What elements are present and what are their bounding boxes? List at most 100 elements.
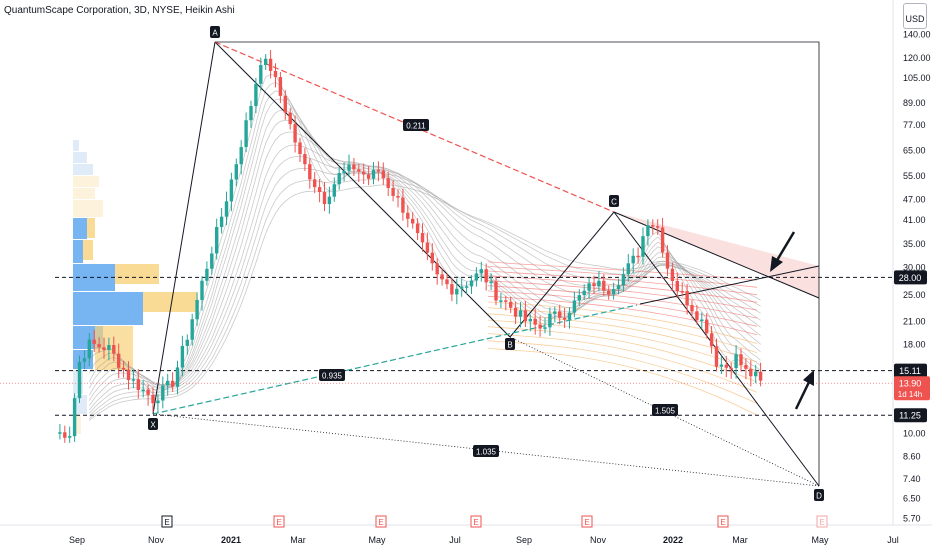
ribbon-line-colored: [487, 270, 758, 296]
candle-body: [543, 327, 547, 329]
candle-body: [151, 394, 155, 404]
candle-body: [77, 361, 82, 399]
candle-body: [180, 345, 185, 368]
price-tick-label: 18.00: [903, 340, 926, 350]
currency-badge[interactable]: ⁠ USD: [903, 3, 927, 29]
candle-body: [215, 226, 219, 254]
price-tick-label: 55.00: [903, 171, 926, 181]
candle-body: [87, 339, 91, 359]
price-tick-label: 120.00: [903, 53, 931, 63]
candle-body: [58, 432, 62, 434]
candle-body: [298, 142, 302, 155]
pattern-point-label: X: [150, 421, 156, 430]
pattern-leg-xa: [152, 41, 216, 415]
ribbon-line-colored: [487, 285, 758, 319]
price-tick-label: 30.00: [903, 262, 926, 272]
ribbon-line: [88, 90, 761, 389]
xabcd-pattern: [0, 41, 893, 487]
candle-body: [97, 344, 101, 348]
candle-body: [445, 279, 449, 285]
earnings-marker: [161, 515, 173, 528]
candle-body: [567, 312, 572, 320]
candle-body: [572, 300, 577, 313]
pattern-point-label: D: [816, 492, 822, 501]
candle-body: [504, 300, 508, 302]
candle-body: [391, 187, 395, 196]
ribbon-line: [88, 119, 761, 401]
candle-body: [670, 268, 675, 282]
candle-body: [616, 285, 621, 290]
price-axis[interactable]: 140.00 120.00 105.00 89.00 77.00 65.00 55.00 47…: [892, 0, 931, 525]
time-axis[interactable]: Sep Nov 2021 Mar May Jul Sep Nov 2022 Mar May Jul E E…: [0, 515, 932, 545]
candle-body: [112, 345, 116, 354]
ratio-label: 0.211: [406, 122, 426, 131]
earnings-marker-label: E: [276, 518, 281, 527]
candle-body: [469, 280, 474, 287]
candle-body: [690, 305, 694, 312]
ratio-label: 1.505: [655, 407, 676, 416]
axis-price-tag: [894, 408, 927, 423]
candle-body: [695, 311, 699, 320]
down-arrow-icon: [774, 231, 796, 263]
price-tick-label: 6.50: [903, 494, 921, 504]
pattern-leg-bc: [509, 211, 615, 338]
candle-body: [136, 379, 140, 390]
volume-profile-bar: [73, 164, 93, 175]
time-tick-label: Jul: [887, 535, 899, 545]
candle-body: [322, 191, 327, 205]
candle-body: [376, 169, 381, 172]
trendline-lower: [639, 265, 820, 305]
candle-body: [185, 339, 189, 346]
candle-body: [729, 367, 733, 370]
ribbon-line-colored: [487, 340, 758, 404]
candle-body: [264, 58, 268, 66]
candle-body: [131, 379, 136, 381]
volume-profile-bar: [73, 176, 99, 187]
last-price-countdown: 1d 14h: [898, 390, 922, 399]
time-tick-label: Mar: [290, 535, 306, 545]
candle-body: [646, 225, 650, 237]
candle-body: [337, 173, 341, 185]
volume-profile-bar: [87, 218, 95, 238]
candle-body: [371, 169, 376, 179]
candle-body: [754, 371, 758, 377]
axis-price-tag-label: 15.11: [899, 366, 921, 376]
volume-profile: [73, 140, 197, 434]
candle-body: [401, 197, 405, 213]
candle-body: [582, 290, 586, 296]
candle-body: [489, 281, 493, 284]
volume-profile-bar: [143, 292, 197, 312]
candle-body: [523, 310, 528, 322]
pattern-frame: [215, 41, 820, 486]
price-tick-label: 47.00: [903, 195, 926, 205]
earnings-marker-label: E: [584, 518, 589, 527]
candle-body: [562, 317, 567, 320]
pattern-point-badge: [505, 338, 515, 350]
candle-body: [102, 347, 106, 350]
ribbon-line-colored: [487, 326, 758, 383]
price-tick-label: 7.40: [903, 474, 921, 484]
candle-body: [224, 201, 229, 217]
price-tick-label: 21.00: [903, 316, 926, 326]
candle-body: [739, 354, 743, 366]
volume-profile-bar: [73, 188, 95, 199]
candle-body: [587, 283, 591, 291]
candle-body: [195, 299, 199, 320]
candle-body: [611, 289, 616, 295]
earnings-marker: [470, 515, 482, 528]
candle-body: [464, 286, 469, 288]
earnings-marker-label: E: [164, 518, 169, 527]
candle-body: [680, 291, 684, 293]
ratio-badge: [473, 445, 499, 457]
candle-body: [665, 252, 670, 269]
axis-price-tag-label: 28.00: [899, 273, 922, 283]
candle-body: [474, 273, 479, 281]
candle-body: [317, 187, 322, 192]
candle-body: [656, 226, 660, 228]
pattern-point-label: A: [212, 29, 218, 38]
candle-body: [592, 283, 596, 287]
ribbon-line: [88, 98, 761, 389]
candle-body: [170, 380, 175, 387]
